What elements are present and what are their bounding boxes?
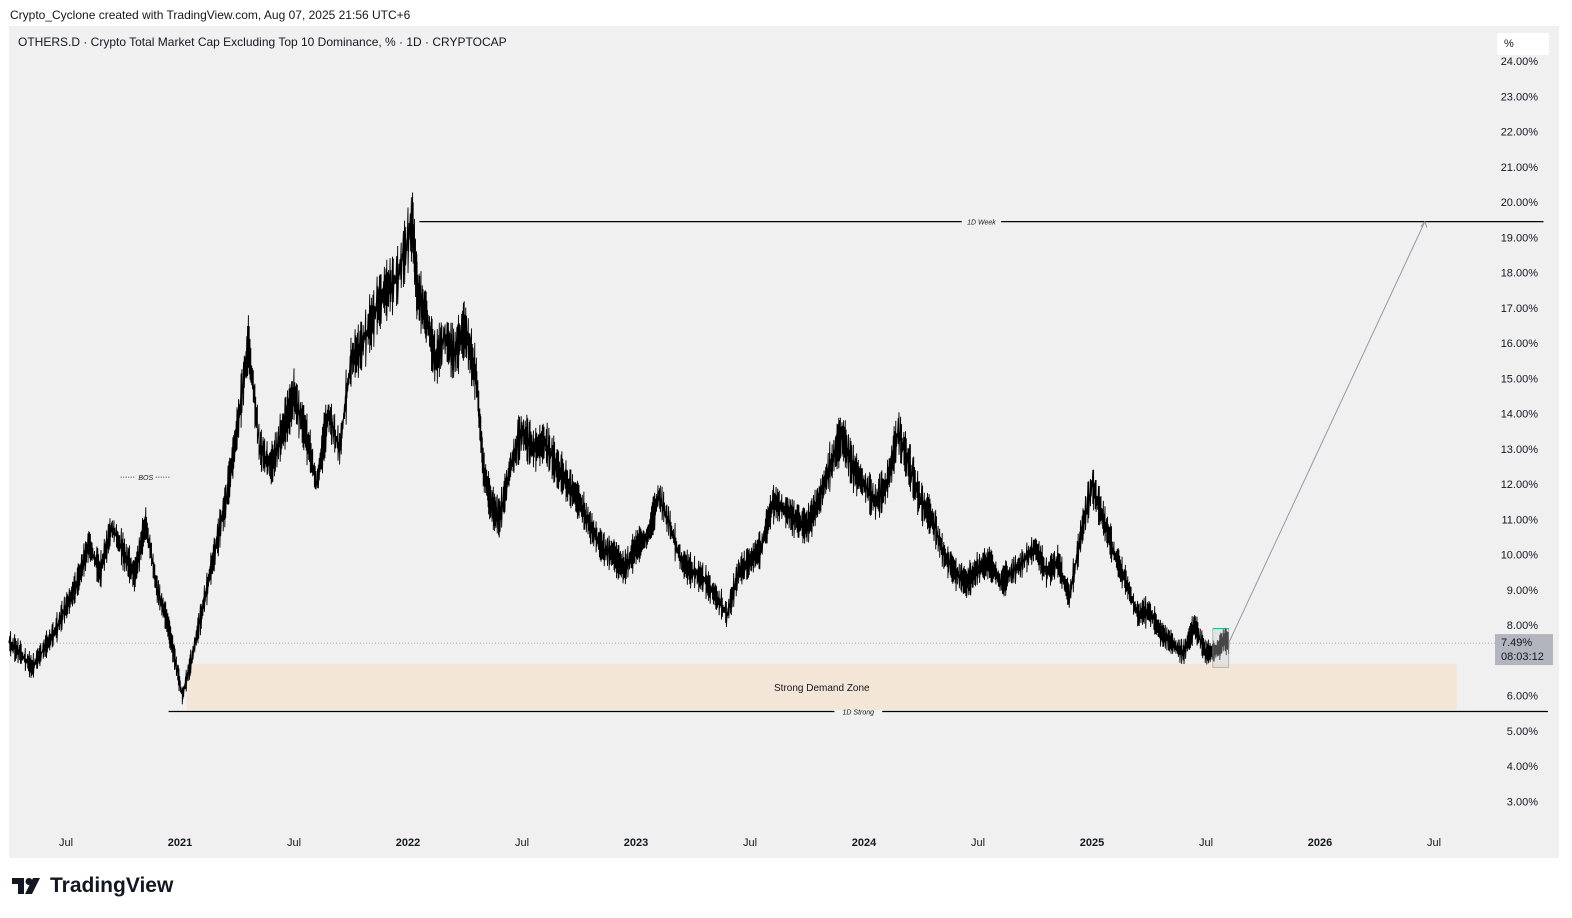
unit-selector[interactable]: % bbox=[1497, 33, 1549, 55]
countdown-timer: 08:03:12 bbox=[1501, 651, 1544, 663]
last-price-badge bbox=[1495, 634, 1553, 666]
demand-zone-label: Strong Demand Zone bbox=[774, 683, 870, 694]
x-tick-label: 2026 bbox=[1308, 837, 1332, 849]
projection-line bbox=[1228, 221, 1426, 643]
author-caption: Crypto_Cyclone created with TradingView.… bbox=[10, 8, 411, 22]
x-tick-label: Jul bbox=[971, 837, 985, 849]
y-tick-label: 12.00% bbox=[1501, 479, 1539, 491]
y-tick-label: 20.00% bbox=[1501, 197, 1539, 209]
y-tick-label: 10.00% bbox=[1501, 550, 1539, 562]
week-level-label: 1D Week bbox=[967, 220, 996, 227]
x-tick-label: 2023 bbox=[624, 837, 648, 849]
y-tick-label: 17.00% bbox=[1501, 303, 1539, 315]
y-tick-label: 4.00% bbox=[1507, 761, 1538, 773]
y-tick-label: 23.00% bbox=[1501, 91, 1539, 103]
x-tick-label: 2025 bbox=[1080, 837, 1104, 849]
brand-name: TradingView bbox=[50, 874, 174, 897]
x-tick-label: Jul bbox=[287, 837, 301, 849]
x-tick-label: Jul bbox=[59, 837, 73, 849]
y-tick-label: 21.00% bbox=[1501, 162, 1539, 174]
price-series-line bbox=[8, 192, 1230, 705]
x-tick-label: Jul bbox=[1427, 837, 1441, 849]
y-tick-label: 18.00% bbox=[1501, 268, 1539, 280]
y-tick-label: 22.00% bbox=[1501, 127, 1539, 139]
y-tick-label: 13.00% bbox=[1501, 444, 1539, 456]
x-tick-label: Jul bbox=[743, 837, 757, 849]
bos-label: BOS bbox=[138, 475, 153, 482]
y-tick-label: 8.00% bbox=[1507, 620, 1538, 632]
x-tick-label: 2022 bbox=[396, 837, 420, 849]
y-tick-label: 5.00% bbox=[1507, 726, 1538, 738]
y-tick-label: 19.00% bbox=[1501, 232, 1539, 244]
x-tick-label: 2021 bbox=[168, 837, 192, 849]
x-tick-label: 2024 bbox=[852, 837, 877, 849]
y-tick-label: 9.00% bbox=[1507, 585, 1538, 597]
y-tick-label: 3.00% bbox=[1507, 796, 1538, 808]
entry-box bbox=[1212, 628, 1230, 668]
y-tick-label: 16.00% bbox=[1501, 338, 1539, 350]
strong-level-label: 1D Strong bbox=[843, 709, 875, 716]
last-price-value: 7.49% bbox=[1501, 637, 1532, 649]
y-tick-label: 6.00% bbox=[1507, 691, 1538, 703]
y-tick-label: 24.00% bbox=[1501, 56, 1539, 68]
symbol-title: OTHERS.D · Crypto Total Market Cap Exclu… bbox=[18, 35, 507, 49]
x-tick-label: Jul bbox=[515, 837, 529, 849]
y-tick-label: 14.00% bbox=[1501, 409, 1539, 421]
x-tick-label: Jul bbox=[1199, 837, 1213, 849]
tradingview-logo-icon bbox=[12, 877, 44, 895]
projection-arrowhead bbox=[1420, 220, 1428, 228]
demand-zone bbox=[186, 663, 1457, 710]
y-tick-label: 15.00% bbox=[1501, 373, 1539, 385]
tradingview-brand[interactable]: TradingView bbox=[12, 874, 173, 898]
y-tick-label: 11.00% bbox=[1502, 514, 1539, 526]
